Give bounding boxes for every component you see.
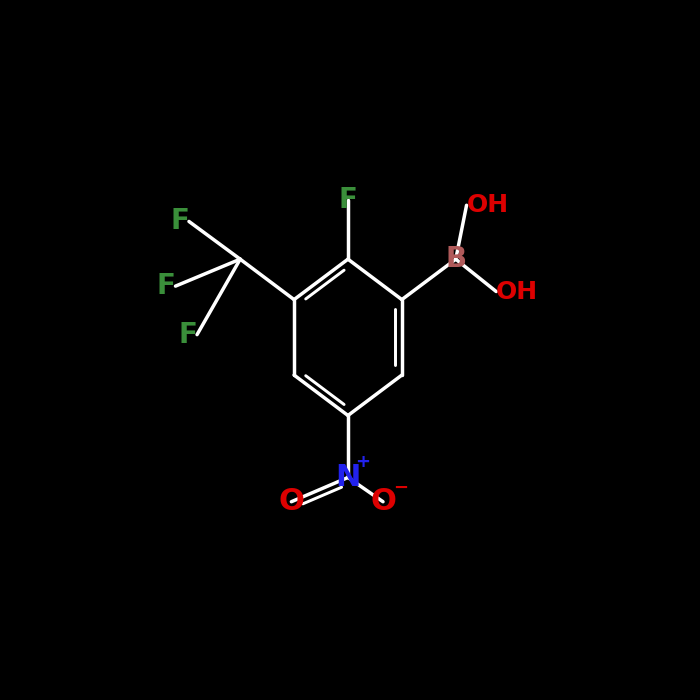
Text: F: F — [170, 207, 189, 235]
Text: B: B — [445, 245, 466, 273]
Text: −: − — [393, 479, 408, 497]
Text: OH: OH — [466, 193, 509, 217]
Text: O: O — [279, 487, 304, 516]
Text: F: F — [339, 186, 358, 214]
Text: N: N — [335, 463, 361, 492]
Text: O: O — [370, 487, 396, 516]
Text: OH: OH — [496, 279, 538, 304]
Text: F: F — [178, 321, 197, 349]
Text: F: F — [157, 272, 176, 300]
Text: +: + — [356, 454, 370, 471]
